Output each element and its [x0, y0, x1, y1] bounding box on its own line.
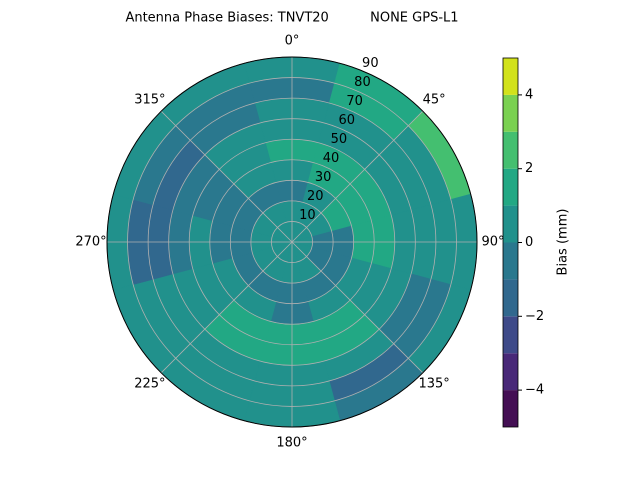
colorbar-tick-label: 2: [525, 161, 533, 176]
colorbar-tick-label: 0: [525, 235, 533, 250]
colorbar-tick-label: 4: [525, 87, 533, 102]
polar-frame: [106, 56, 478, 428]
r-tick-label: 50: [331, 132, 348, 147]
colorbar-band: [503, 353, 518, 391]
chart-title: Antenna Phase Biases: TNVT20 NONE GPS-L1: [125, 11, 458, 26]
theta-tick-label: 225°: [134, 377, 165, 392]
r-tick-label: 80: [354, 75, 371, 90]
colorbar-band: [503, 279, 518, 317]
theta-tick-label: 180°: [276, 436, 307, 451]
colorbar-tick-label: −2: [525, 309, 544, 324]
r-tick-label: 20: [307, 189, 324, 204]
r-tick-label: 60: [338, 113, 355, 128]
theta-tick-label: 270°: [75, 235, 106, 250]
colorbar-band: [503, 205, 518, 243]
r-tick-label: 10: [299, 208, 316, 223]
grid-spoke: [291, 110, 424, 243]
theta-tick-label: 315°: [134, 92, 165, 107]
grid-spoke: [160, 110, 293, 243]
colorbar-band: [503, 390, 518, 427]
colorbar-tick-label: −4: [525, 383, 544, 398]
theta-tick-label: 0°: [285, 34, 300, 49]
theta-tick-label: 135°: [418, 377, 449, 392]
colorbar-band: [503, 316, 518, 354]
r-tick-label: 90: [362, 56, 379, 71]
colorbar-label: Bias (mm): [556, 209, 571, 276]
colorbar-band: [503, 131, 518, 169]
grid-spoke: [160, 241, 293, 374]
r-tick-label: 40: [323, 151, 340, 166]
theta-tick-label: 90°: [481, 235, 504, 250]
r-tick-label: 70: [346, 94, 363, 109]
theta-tick-label: 45°: [423, 92, 446, 107]
colorbar-band: [503, 242, 518, 280]
colorbar-band: [503, 168, 518, 206]
colorbar-band: [503, 94, 518, 132]
colorbar-band: [503, 58, 518, 95]
r-tick-label: 30: [315, 170, 332, 185]
grid-spoke: [291, 241, 424, 374]
